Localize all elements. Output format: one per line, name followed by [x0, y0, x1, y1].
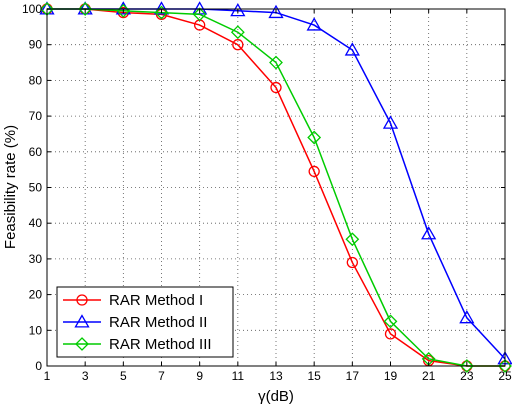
y-tick-label: 60 — [29, 145, 43, 159]
diamond-marker — [383, 314, 398, 329]
x-tick-label: 3 — [82, 369, 89, 383]
x-tick-label: 21 — [422, 369, 436, 383]
x-tick-label: 23 — [460, 369, 474, 383]
x-tick-label: 17 — [346, 369, 360, 383]
axis-ticks: 1 3 5 7 9 11 13 15 17 19 21 23 250102030405060708090… — [22, 2, 512, 383]
legend-triangle-marker — [74, 314, 90, 328]
circle-marker — [384, 328, 397, 340]
circle-marker — [270, 81, 282, 94]
circle-marker — [232, 39, 244, 51]
triangle-marker — [421, 226, 437, 240]
y-tick-label: 0 — [35, 359, 42, 373]
x-tick-label: 7 — [158, 369, 165, 383]
x-tick-label: 15 — [307, 369, 321, 383]
diamond-marker — [230, 25, 245, 40]
circle-marker — [308, 165, 320, 178]
x-tick-label: 5 — [120, 369, 127, 383]
triangle-marker — [306, 17, 322, 31]
y-tick-label: 70 — [29, 109, 43, 123]
x-tick-label: 19 — [384, 369, 398, 383]
x-tick-label: 1 — [44, 369, 51, 383]
x-tick-label: 13 — [269, 369, 283, 383]
triangle-marker — [77, 1, 93, 15]
y-tick-label: 20 — [29, 288, 43, 302]
circle-marker — [346, 256, 358, 269]
diamond-marker — [498, 359, 512, 373]
diamond-marker — [192, 7, 207, 22]
legend-label: RAR Method II — [109, 314, 207, 331]
diamond-marker — [307, 130, 322, 145]
triangle-marker — [153, 1, 170, 15]
x-tick-label: 11 — [232, 369, 245, 383]
triangle-marker — [344, 42, 360, 56]
legend-label: RAR Method III — [109, 336, 212, 353]
legend-item: RAR Method II — [63, 314, 207, 331]
y-tick-label: 50 — [29, 181, 43, 195]
y-tick-label: 80 — [29, 73, 43, 87]
triangle-marker — [382, 115, 399, 129]
triangle-marker — [459, 309, 475, 324]
x-axis-label: γ(dB) — [258, 388, 294, 405]
legend: RAR Method I RAR Method II RAR Method III — [56, 286, 234, 358]
x-tick-label: 25 — [498, 369, 512, 383]
y-tick-label: 100 — [22, 2, 42, 16]
legend-item: RAR Method I — [63, 292, 203, 309]
triangle-marker — [268, 4, 284, 19]
diamond-marker — [459, 359, 474, 373]
legend-diamond-marker — [75, 337, 89, 351]
y-tick-label: 10 — [29, 323, 43, 337]
y-axis-label: Feasibility rate (%) — [2, 125, 19, 249]
diamond-marker — [78, 2, 93, 16]
triangle-marker — [230, 2, 246, 17]
y-tick-label: 30 — [29, 252, 43, 266]
legend-label: RAR Method I — [109, 292, 203, 309]
x-tick-label: 9 — [196, 369, 203, 383]
diamond-marker — [269, 55, 283, 70]
diamond-marker — [345, 232, 360, 247]
legend-circle-marker — [76, 294, 88, 306]
diamond-marker — [154, 5, 169, 20]
legend-item: RAR Method III — [63, 336, 212, 353]
y-tick-label: 90 — [29, 38, 43, 52]
y-tick-label: 40 — [29, 216, 43, 230]
